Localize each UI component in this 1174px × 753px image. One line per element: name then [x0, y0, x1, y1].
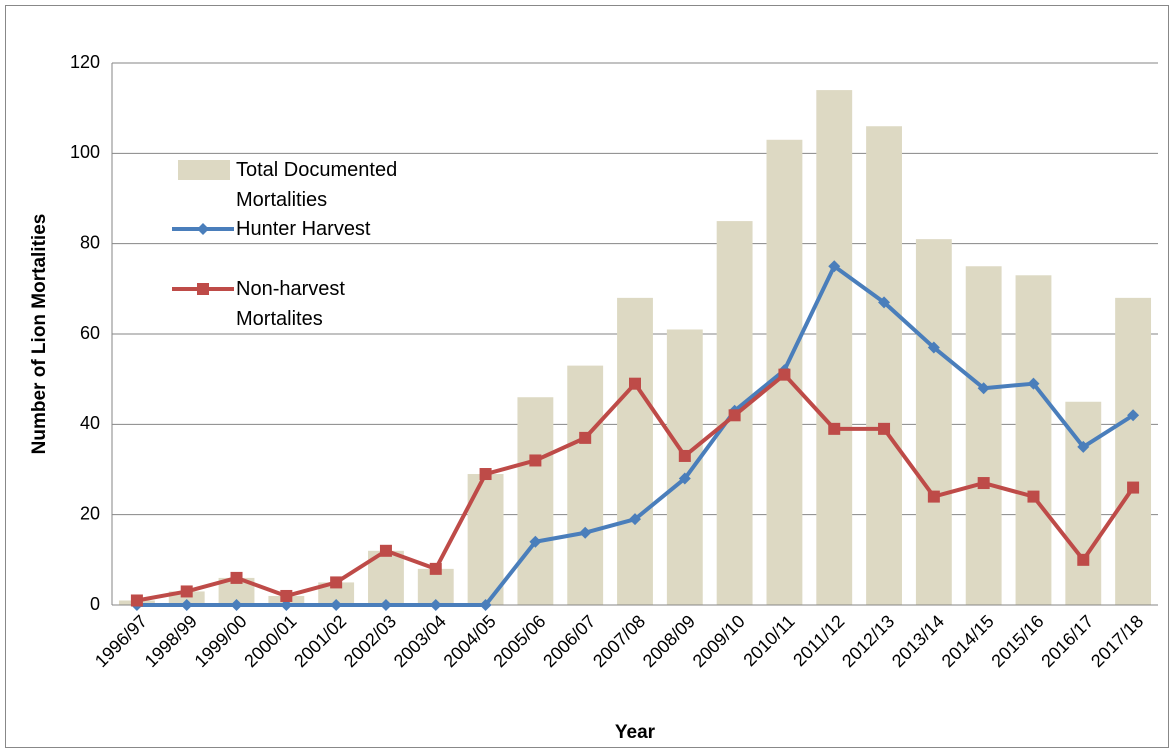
point: [828, 422, 841, 435]
point: [479, 468, 492, 481]
point: [579, 526, 592, 539]
point: [1027, 490, 1040, 503]
y-tick-label: 20: [80, 503, 100, 523]
bar: [417, 568, 454, 605]
point: [180, 599, 193, 611]
point: [130, 594, 143, 607]
point: [180, 585, 193, 598]
bar: [866, 126, 902, 605]
bar: [915, 239, 952, 605]
point: [230, 599, 243, 611]
legend-label: Hunter Harvest: [236, 218, 371, 240]
bar: [1065, 401, 1102, 605]
point: [379, 599, 392, 611]
point: [1077, 440, 1090, 453]
point: [1077, 553, 1090, 566]
bar: [517, 397, 554, 605]
point: [429, 562, 442, 575]
bar: [666, 329, 703, 605]
legend-marker: [197, 223, 209, 235]
y-tick-label: 120: [70, 52, 100, 72]
y-tick-label: 40: [80, 413, 100, 433]
point: [579, 431, 592, 444]
y-tick-label: 0: [90, 594, 100, 614]
point: [479, 599, 492, 611]
point: [1027, 377, 1040, 390]
point: [1127, 409, 1140, 422]
point: [280, 589, 293, 602]
point: [529, 535, 542, 548]
point: [678, 472, 691, 485]
y-tick-label: 100: [70, 142, 100, 162]
point: [629, 513, 641, 526]
bar: [617, 297, 653, 605]
point: [280, 599, 293, 611]
point: [1127, 481, 1140, 494]
legend-label: Total Documented Mortalities: [236, 159, 398, 211]
point: [728, 409, 741, 422]
point: [878, 422, 891, 435]
point: [429, 599, 442, 611]
point: [678, 449, 691, 462]
bar: [1115, 297, 1152, 605]
bar: [965, 266, 1002, 605]
y-tick-label: 60: [80, 323, 100, 343]
point: [330, 576, 343, 589]
point: [977, 477, 990, 490]
point: [927, 341, 940, 354]
point: [529, 454, 542, 467]
bar: [567, 365, 604, 605]
legend-label: Non-harvest Mortalites: [236, 278, 345, 330]
point: [828, 260, 841, 273]
legend-marker: [197, 283, 209, 295]
point: [230, 571, 243, 584]
y-axis-title: Number of Lion Mortalities: [29, 214, 50, 455]
point: [927, 490, 940, 503]
point: [878, 296, 891, 309]
bar: [816, 90, 853, 606]
y-tick-label: 80: [80, 232, 100, 252]
legend-swatch: [178, 160, 230, 180]
legend-label-box: Total Documented Mortalities: [236, 159, 398, 211]
bar: [318, 582, 355, 605]
legend-label-box: Non-harvest Mortalites: [236, 278, 345, 330]
x-axis-title: Year: [615, 722, 656, 743]
bar: [1015, 275, 1052, 605]
legend-label-box: Hunter Harvest: [236, 218, 371, 240]
point: [379, 544, 392, 557]
point: [977, 382, 990, 395]
point: [330, 599, 343, 611]
point: [778, 368, 791, 381]
point: [629, 377, 641, 390]
